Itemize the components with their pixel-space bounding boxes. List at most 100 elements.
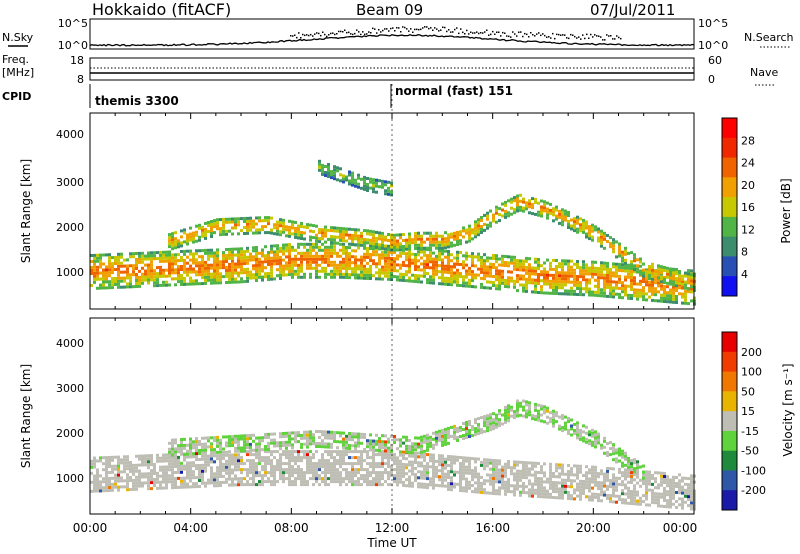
echo-cell xyxy=(555,411,558,415)
echo-cell xyxy=(246,216,249,220)
echo-cell xyxy=(585,483,588,487)
echo-cell xyxy=(561,490,564,494)
echo-cell xyxy=(681,274,684,278)
echo-cell xyxy=(258,453,261,457)
echo-cell xyxy=(237,440,240,444)
echo-cell xyxy=(135,267,138,270)
echo-cell xyxy=(528,413,531,417)
echo-cell xyxy=(597,270,600,274)
echo-cell xyxy=(564,215,567,219)
echo-cell xyxy=(363,267,366,271)
echo-cell xyxy=(597,499,600,503)
echo-cell xyxy=(450,470,453,474)
echo-cell xyxy=(435,465,438,469)
echo-cell xyxy=(378,437,381,440)
echo-cell xyxy=(252,448,255,452)
echo-cell xyxy=(297,450,300,454)
echo-cell xyxy=(321,439,324,443)
echo-cell xyxy=(453,436,456,440)
echo-cell xyxy=(225,477,228,481)
echo-cell xyxy=(330,235,333,239)
echo-cell xyxy=(132,255,135,259)
echo-cell xyxy=(405,255,408,259)
echo-cell xyxy=(252,471,255,475)
echo-cell xyxy=(504,489,507,493)
echo-cell xyxy=(138,257,141,261)
echo-cell xyxy=(324,251,327,255)
echo-cell xyxy=(537,273,540,276)
echo-cell xyxy=(222,251,225,255)
echo-cell xyxy=(321,266,324,270)
echo-cell xyxy=(549,282,552,286)
echo-cell xyxy=(432,272,435,276)
echo-cell xyxy=(366,252,369,256)
echo-cell xyxy=(330,433,333,437)
echo-cell xyxy=(606,496,609,500)
echo-cell xyxy=(381,185,384,189)
echo-cell xyxy=(522,464,525,467)
echo-cell xyxy=(531,290,534,294)
echo-cell xyxy=(315,272,318,276)
echo-cell xyxy=(393,438,396,441)
echo-cell xyxy=(552,273,555,277)
echo-cell xyxy=(594,465,597,469)
echo-cell xyxy=(414,461,417,464)
echo-cell xyxy=(396,465,399,469)
echo-cell xyxy=(477,224,480,228)
echo-cell xyxy=(645,277,648,281)
echo-cell xyxy=(270,432,273,436)
echo-cell xyxy=(150,463,153,467)
echo-cell xyxy=(174,459,177,462)
echo-cell xyxy=(642,280,645,284)
echo-cell xyxy=(96,459,99,463)
echo-cell xyxy=(213,260,216,264)
echo-cell xyxy=(354,474,357,478)
echo-cell xyxy=(591,471,594,475)
echo-cell xyxy=(594,433,597,437)
echo-cell xyxy=(333,229,336,233)
echo-cell xyxy=(426,254,429,258)
echo-cell xyxy=(588,290,591,294)
echo-cell xyxy=(483,222,486,226)
echo-cell xyxy=(189,461,192,465)
echo-cell xyxy=(231,438,234,441)
echo-cell xyxy=(201,270,204,274)
echo-cell xyxy=(483,228,486,232)
echo-cell xyxy=(483,268,486,272)
echo-cell xyxy=(516,289,519,293)
echo-cell xyxy=(144,263,147,267)
echo-cell xyxy=(594,293,597,297)
echo-cell xyxy=(375,465,378,469)
echo-cell xyxy=(177,458,180,462)
echo-cell xyxy=(315,465,318,469)
echo-cell xyxy=(420,461,423,465)
echo-cell xyxy=(591,480,594,484)
echo-cell xyxy=(516,478,519,482)
echo-cell xyxy=(465,228,468,232)
echo-cell xyxy=(591,474,594,478)
echo-cell xyxy=(321,471,324,475)
echo-cell xyxy=(540,285,543,289)
echo-cell xyxy=(477,227,480,231)
echo-cell xyxy=(576,275,579,278)
echo-cell xyxy=(396,245,399,249)
echo-cell xyxy=(627,296,630,300)
echo-cell xyxy=(99,483,102,487)
echo-cell xyxy=(300,222,303,225)
echo-cell xyxy=(657,272,660,276)
echo-cell xyxy=(267,257,270,260)
echo-cell xyxy=(396,275,399,279)
echo-cell xyxy=(366,477,369,481)
echo-cell xyxy=(345,261,348,264)
echo-cell xyxy=(96,471,99,475)
echo-cell xyxy=(288,270,291,274)
echo-cell xyxy=(231,277,234,281)
power-colorbar-tick-label: 24 xyxy=(741,157,755,170)
echo-cell xyxy=(444,478,447,482)
echo-cell xyxy=(465,275,468,279)
echo-cell xyxy=(147,278,150,282)
echo-cell xyxy=(432,468,435,472)
echo-cell xyxy=(219,466,222,469)
echo-cell xyxy=(249,276,252,280)
echo-cell xyxy=(570,292,573,296)
